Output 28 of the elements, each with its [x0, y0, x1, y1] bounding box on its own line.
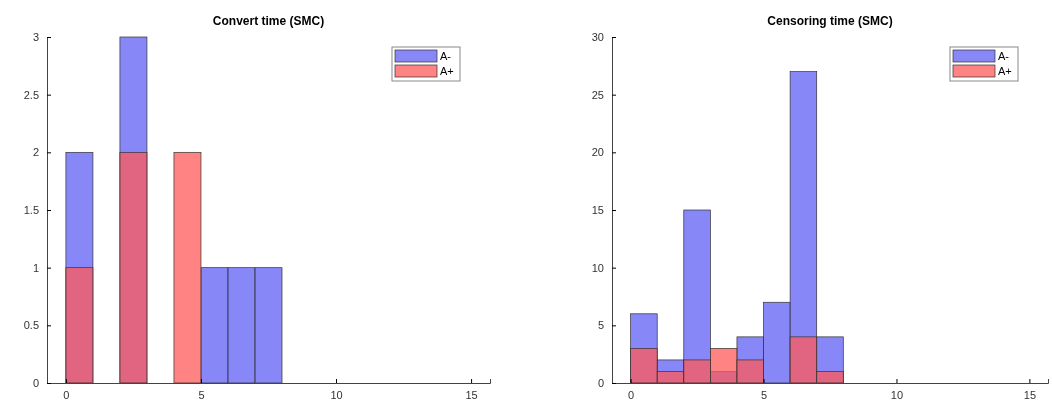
y-tick-label: 30 — [591, 31, 604, 44]
y-tick-label: 5 — [597, 319, 604, 332]
y-tick-label: 15 — [591, 204, 604, 217]
y-tick-label: 0 — [597, 377, 604, 390]
y-tick-label: 2 — [32, 146, 39, 159]
x-tick-label: 10 — [330, 388, 343, 401]
y-tick-label: 0 — [32, 377, 39, 390]
x-tick-label: 15 — [1023, 388, 1037, 401]
x-tick-label: 0 — [628, 388, 635, 401]
y-tick-label: 25 — [591, 88, 604, 101]
x-tick-label: 0 — [63, 388, 70, 401]
y-tick-label: 10 — [591, 261, 604, 274]
y-tick-label: 1 — [32, 261, 39, 274]
y-tick-label: 0.5 — [23, 319, 39, 332]
x-tick-label: 10 — [890, 388, 904, 401]
chart-title: Censoring time (SMC) — [767, 14, 893, 28]
x-tick-label: 5 — [198, 388, 205, 401]
legend-label: A+ — [440, 65, 454, 77]
legend-label: A+ — [998, 65, 1012, 77]
legend-label: A- — [998, 50, 1010, 62]
y-tick-label: 20 — [591, 146, 604, 159]
x-tick-label: 15 — [465, 388, 478, 401]
y-tick-label: 3 — [32, 31, 39, 44]
x-tick-label: 5 — [760, 388, 768, 401]
y-tick-label: 2.5 — [23, 88, 39, 101]
chart-title: Convert time (SMC) — [212, 14, 325, 28]
legend-label: A- — [440, 50, 452, 62]
y-tick-label: 1.5 — [23, 204, 39, 217]
